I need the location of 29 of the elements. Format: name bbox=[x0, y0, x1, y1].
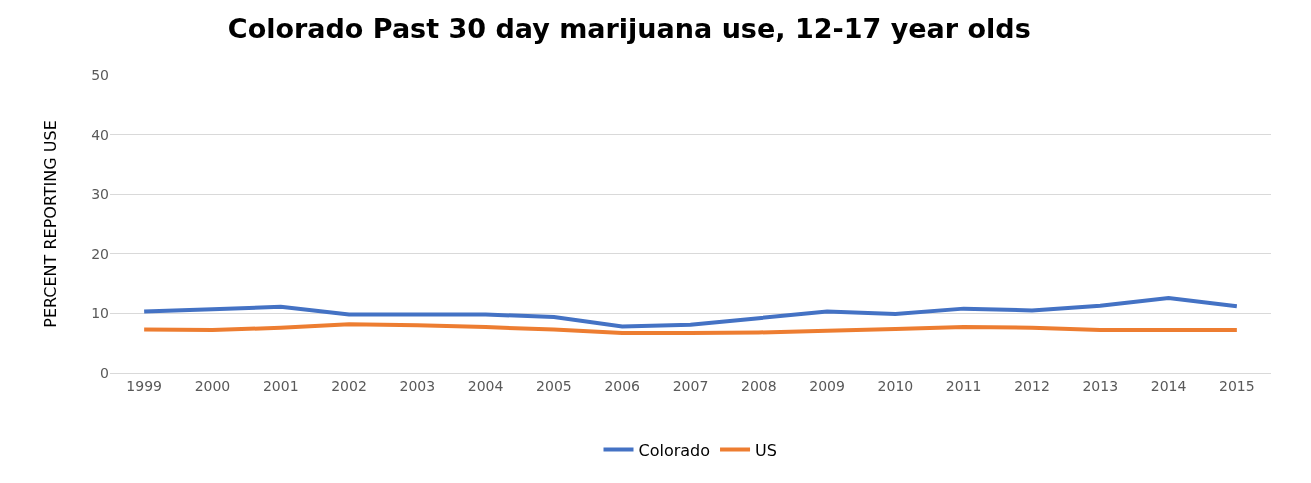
x-tick-label: 2008 bbox=[740, 377, 777, 394]
x-tick-label: 2003 bbox=[399, 377, 436, 394]
line-series bbox=[142, 295, 1239, 329]
y-tick-label: 10 bbox=[91, 305, 109, 322]
x-tick-label: 2001 bbox=[262, 377, 299, 394]
x-tick-label: 2010 bbox=[877, 377, 914, 394]
legend-label: Colorado bbox=[638, 440, 711, 460]
x-tick-label: 1999 bbox=[126, 377, 162, 394]
y-axis-title: PERCENT REPORTING USE bbox=[41, 120, 61, 328]
y-tick-label: 0 bbox=[100, 364, 109, 381]
x-tick-label: 2015 bbox=[1219, 377, 1255, 394]
y-tick-label: 30 bbox=[91, 186, 109, 203]
legend-label: US bbox=[755, 440, 777, 460]
y-tick-label: 50 bbox=[91, 66, 109, 83]
y-tick-label: 20 bbox=[91, 245, 109, 262]
x-tick-label: 2004 bbox=[467, 377, 504, 394]
x-tick-label: 2011 bbox=[945, 377, 982, 394]
x-tick-label: 2007 bbox=[672, 377, 709, 394]
y-tick-label: 40 bbox=[91, 126, 109, 143]
line-series bbox=[142, 322, 1239, 336]
chart-title: Colorado Past 30 day marijuana use, 12-17 year olds bbox=[227, 13, 1031, 45]
x-tick-label: 2013 bbox=[1082, 377, 1119, 394]
x-tick-label: 2000 bbox=[194, 377, 231, 394]
x-tick-label: 2006 bbox=[604, 377, 641, 394]
x-tick-label: 2002 bbox=[331, 377, 367, 394]
x-tick-label: 2012 bbox=[1014, 377, 1050, 394]
x-tick-label: 2005 bbox=[536, 377, 572, 394]
x-tick-label: 2009 bbox=[809, 377, 845, 394]
x-tick-label: 2014 bbox=[1150, 377, 1187, 394]
